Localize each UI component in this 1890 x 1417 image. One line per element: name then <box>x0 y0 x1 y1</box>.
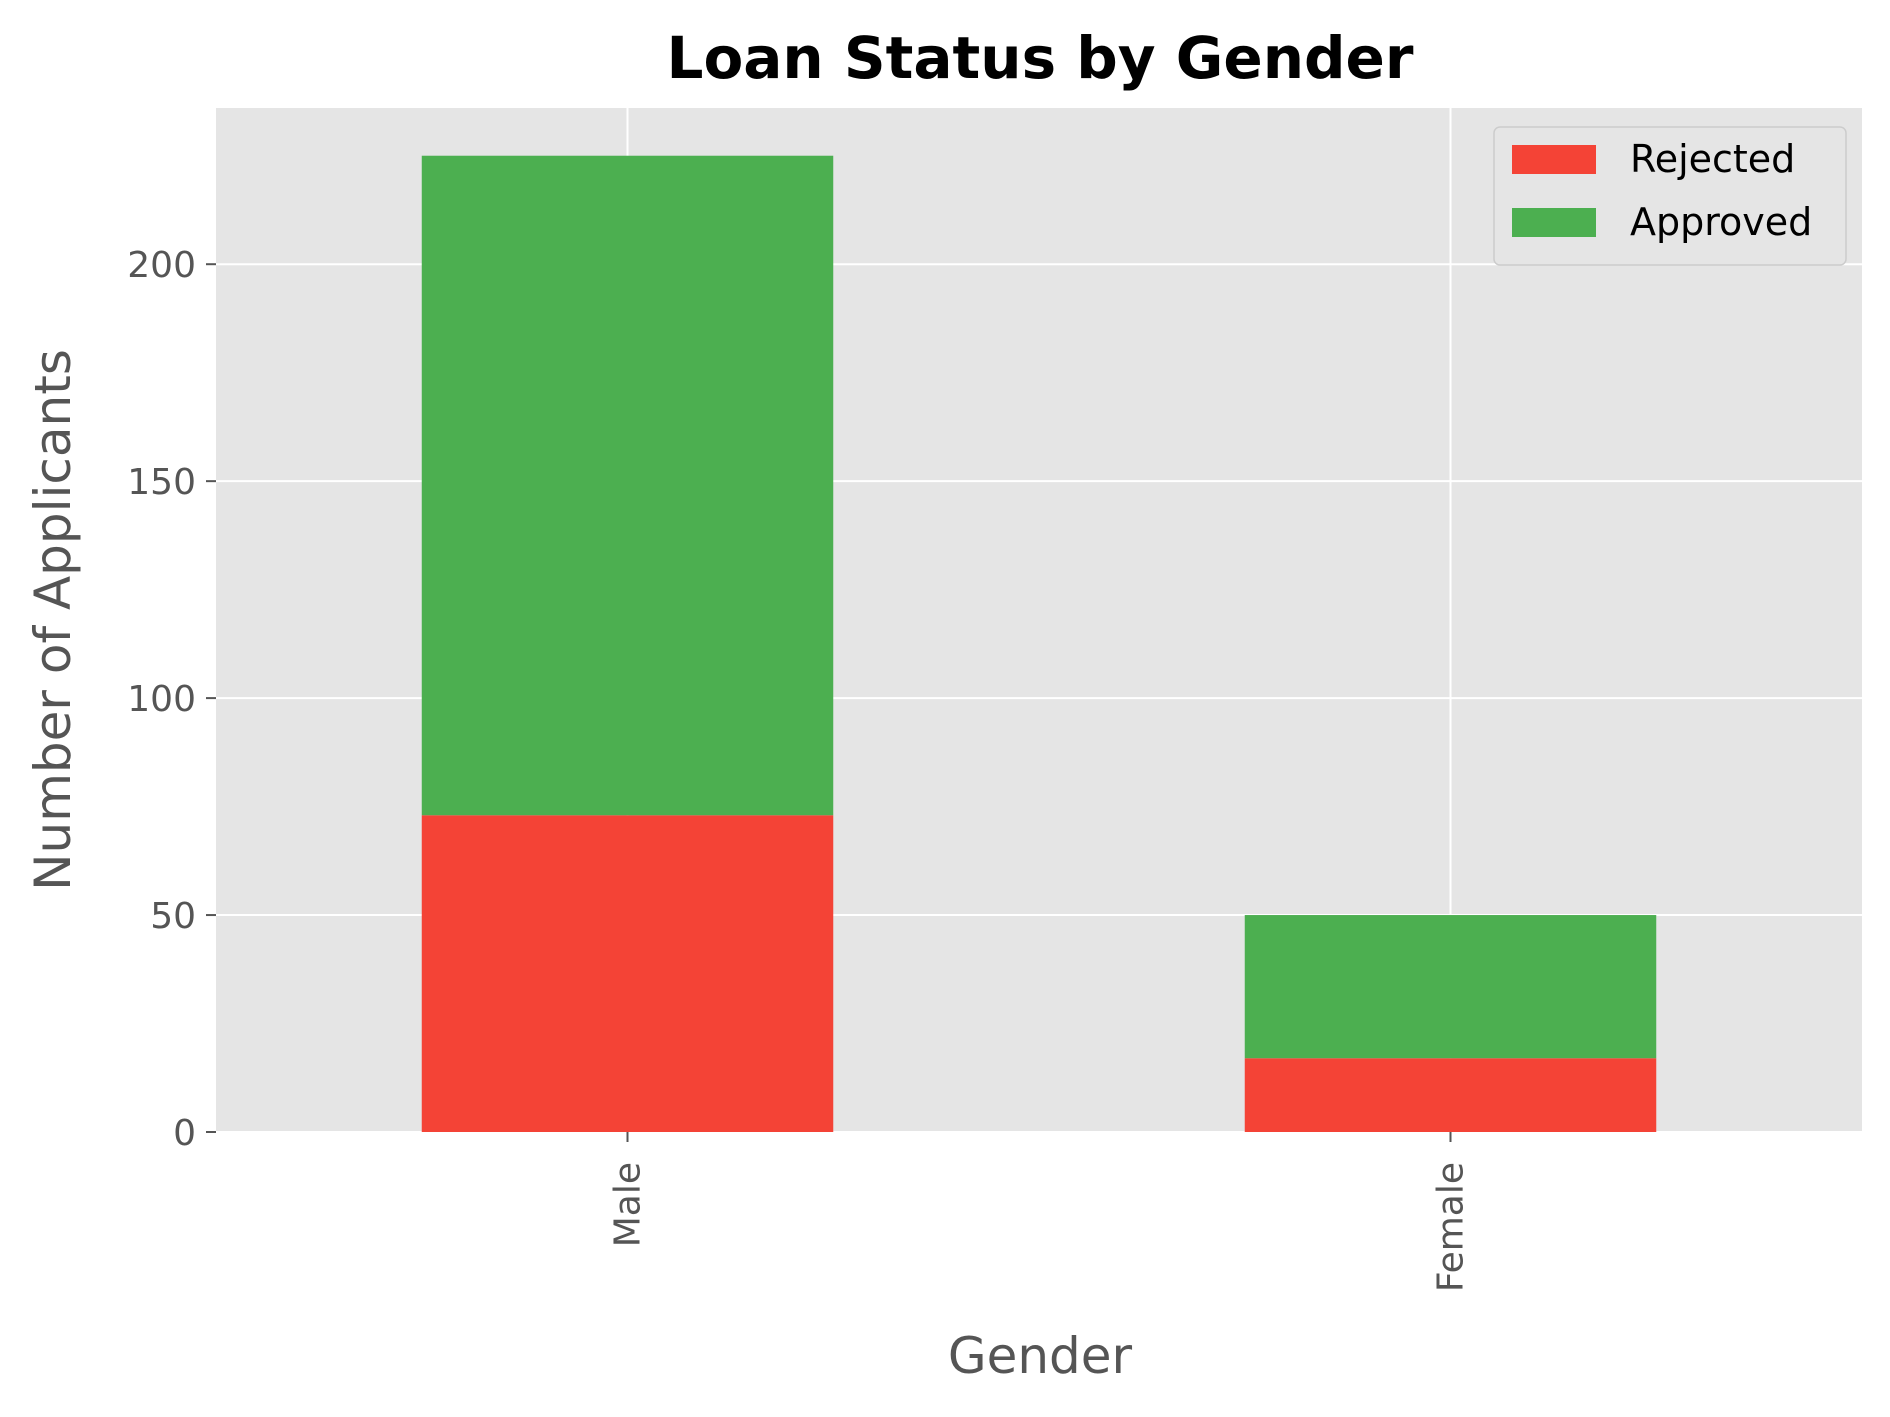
bars <box>421 155 1657 1132</box>
x-tick-label-female: Female <box>1431 1162 1472 1292</box>
y-tick-label: 100 <box>127 679 196 720</box>
legend-swatch-approved <box>1512 208 1596 237</box>
legend: Rejected Approved <box>1493 126 1847 266</box>
legend-label-approved: Approved <box>1630 200 1812 244</box>
chart-title: Loan Status by Gender <box>666 24 1413 92</box>
y-tick-label: 200 <box>127 245 196 286</box>
bar-rejected-female <box>1244 1058 1657 1132</box>
x-axis-label: Gender <box>948 1327 1133 1385</box>
y-tick-label: 50 <box>150 896 196 937</box>
bar-rejected-male <box>421 815 834 1132</box>
bar-approved-female <box>1244 915 1657 1059</box>
bar-approved-male <box>421 155 834 816</box>
legend-items: Rejected Approved <box>1512 137 1812 244</box>
x-tick-label-male: Male <box>608 1162 649 1247</box>
y-axis-ticks: 0 50 100 150 200 <box>127 245 216 1154</box>
y-axis-label: Number of Applicants <box>24 349 82 891</box>
y-tick-label: 0 <box>173 1113 196 1154</box>
legend-label-rejected: Rejected <box>1630 137 1795 181</box>
y-tick-label: 150 <box>127 462 196 503</box>
legend-swatch-rejected <box>1512 145 1596 174</box>
x-axis-ticks: Male Female <box>608 1132 1472 1292</box>
